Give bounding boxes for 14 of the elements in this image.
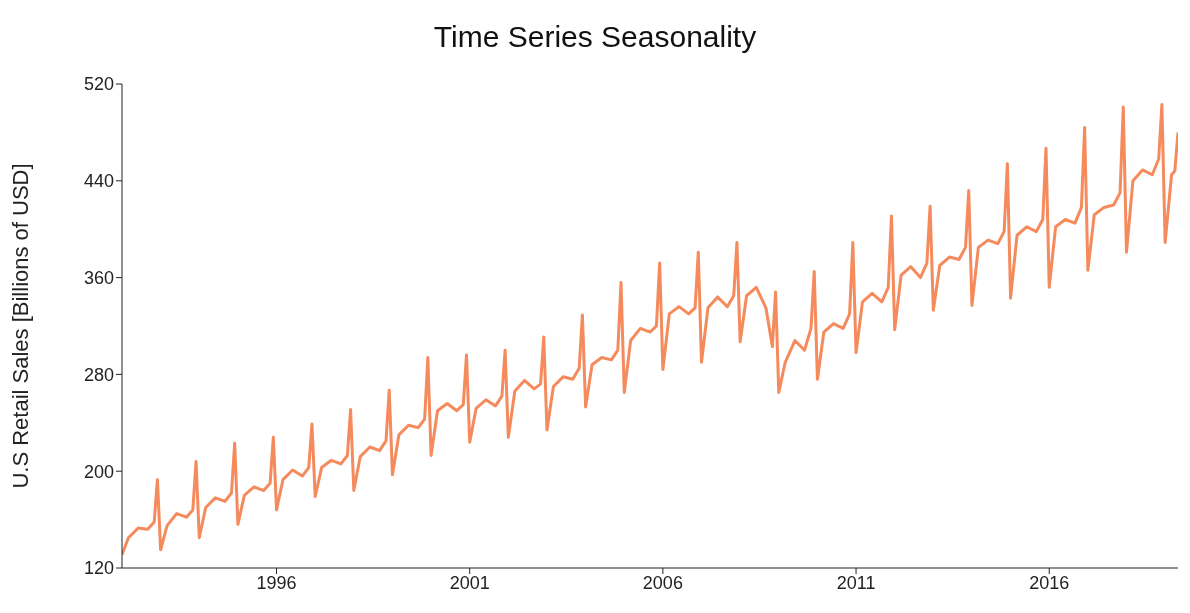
x-tick-label: 2001 bbox=[449, 572, 490, 593]
chart-title: Time Series Seasonality bbox=[432, 20, 758, 54]
y-tick-label: 520 bbox=[83, 74, 114, 95]
line-series bbox=[122, 103, 1178, 557]
y-axis-title: U.S Retail Sales [Billions of USD] bbox=[7, 163, 33, 489]
x-tick-label: 2011 bbox=[836, 572, 876, 593]
y-tick-label: 200 bbox=[83, 461, 114, 482]
y-tick-label: 120 bbox=[83, 558, 114, 579]
x-tick-label: 2016 bbox=[1029, 572, 1070, 593]
x-tick-label: 2006 bbox=[642, 572, 683, 593]
y-tick-label: 360 bbox=[83, 267, 114, 288]
x-tick-label: 1996 bbox=[256, 572, 297, 593]
y-tick-label: 280 bbox=[83, 364, 114, 385]
y-tick-label: 440 bbox=[83, 171, 114, 192]
